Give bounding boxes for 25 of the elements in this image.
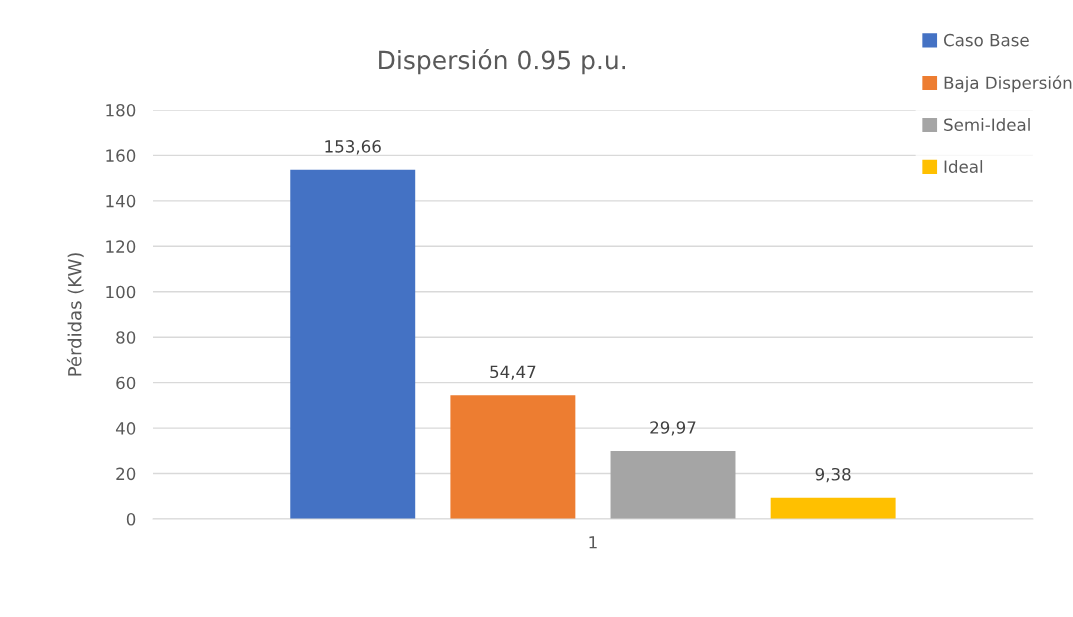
- y-tick-label: 140: [106, 194, 136, 208]
- y-tick-label: 80: [116, 331, 136, 344]
- legend-label: Baja Dispersión: [944, 75, 1072, 93]
- y-tick-label: 160: [106, 149, 136, 162]
- x-tick-label: 1: [589, 536, 597, 549]
- data-label: 153,66: [325, 140, 381, 155]
- bar: [610, 450, 736, 520]
- y-axis-title: Pérdidas (KW): [66, 253, 84, 376]
- data-label: 54,47: [490, 365, 536, 380]
- y-tick-label: 0: [126, 512, 136, 526]
- y-tick-label: 120: [106, 240, 136, 253]
- legend-label: Ideal: [944, 160, 983, 173]
- y-tick-label: 100: [106, 285, 136, 299]
- y-tick-label: 60: [116, 376, 136, 390]
- chart-title: Dispersión 0.95 p.u.: [379, 49, 625, 75]
- bar: [450, 395, 576, 520]
- y-tick-label: 20: [116, 467, 136, 481]
- y-tick-label: 40: [115, 422, 136, 435]
- legend-label: Caso Base: [943, 33, 1029, 47]
- y-tick-label: 180: [106, 103, 136, 117]
- data-label: 9,38: [815, 467, 851, 483]
- bar: [770, 497, 896, 520]
- data-label: 29,97: [650, 421, 696, 436]
- legend-label: Semi-Ideal: [944, 118, 1030, 131]
- bar: [290, 169, 416, 520]
